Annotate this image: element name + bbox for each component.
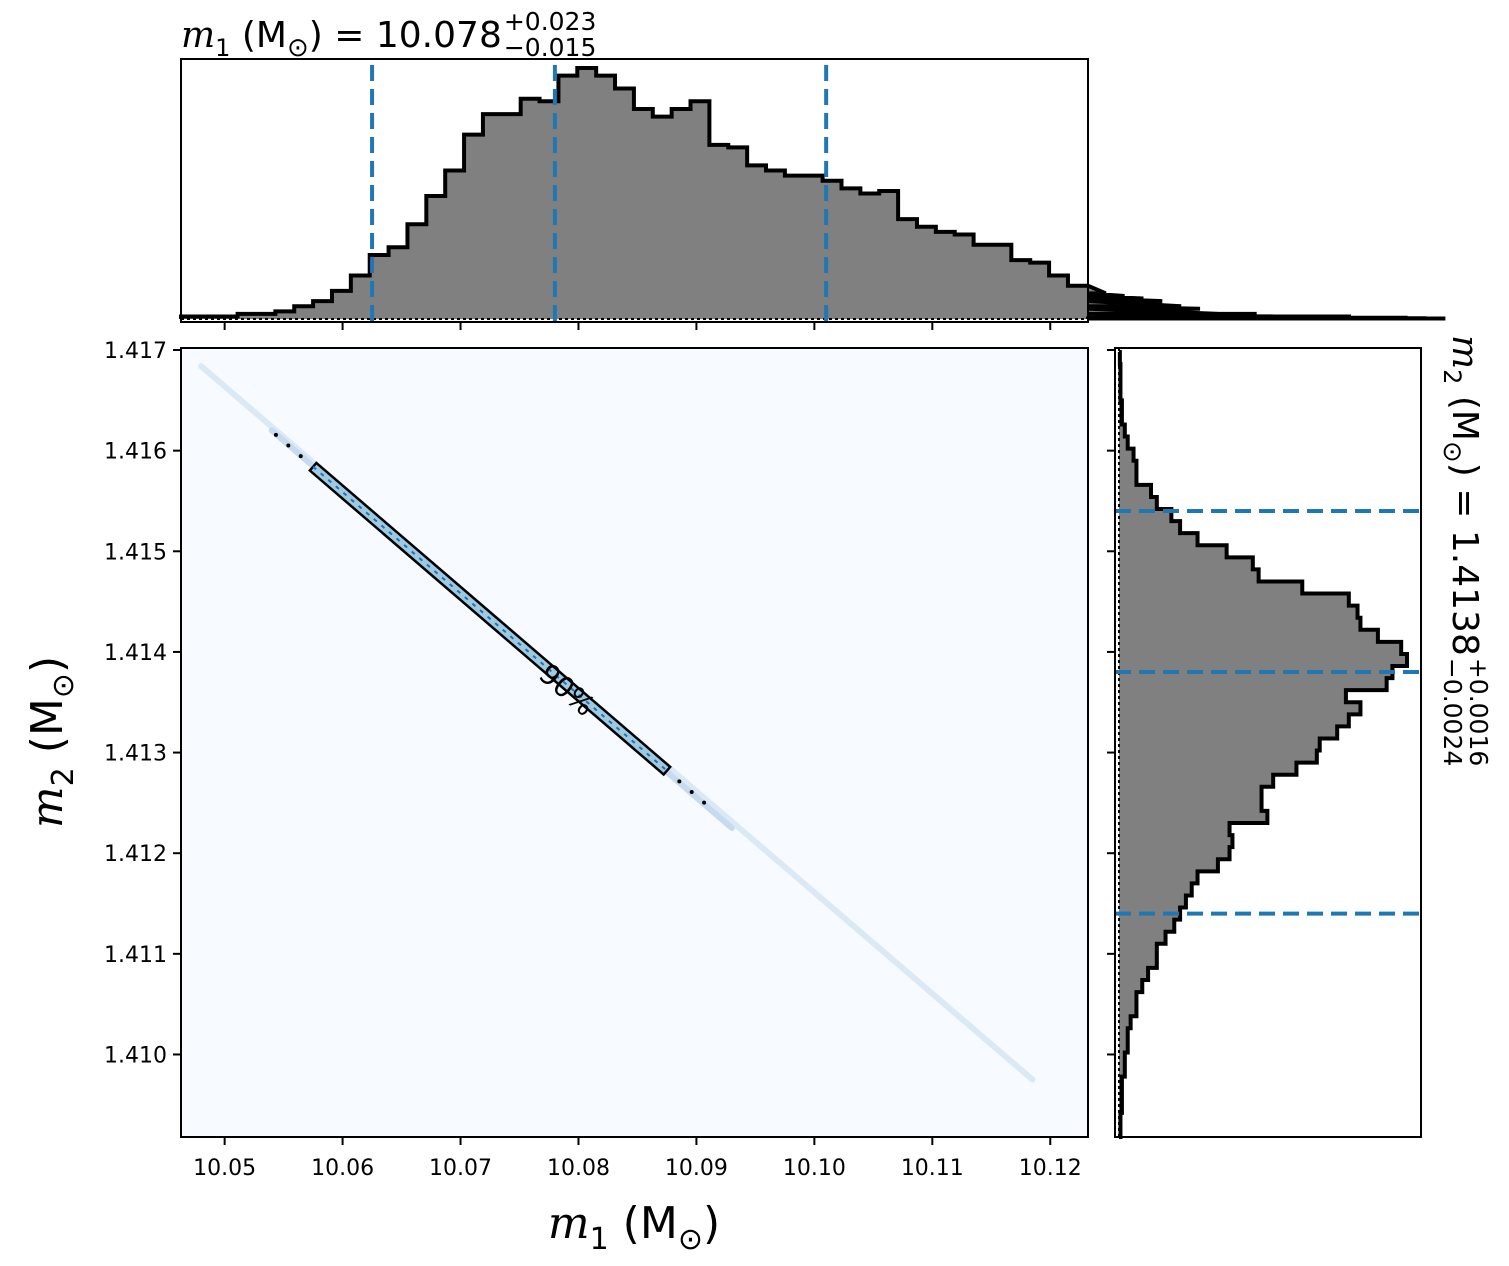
x-axis-label-unit-close: ) — [703, 1198, 720, 1249]
joint-ticks — [173, 349, 1052, 1145]
contour-end-dot-b-1 — [677, 779, 682, 784]
y-tick-label-3: 1.413 — [104, 742, 167, 767]
contour-core — [312, 465, 668, 772]
x-axis-label-sun: ⊙ — [678, 1222, 703, 1257]
x-tick-label-4: 10.09 — [665, 1156, 728, 1181]
x-axis-label-sub: 1 — [590, 1222, 609, 1257]
m1-lower-error: −0.015 — [504, 33, 597, 62]
x-tick-label-1: 10.06 — [311, 1156, 374, 1181]
y-axis-label-unit-open: (M — [22, 698, 73, 767]
m1-upper-error: +0.023 — [504, 7, 597, 36]
joint-tick-labels: 10.05 10.06 10.07 10.08 10.09 10.10 10.11 10.12… — [104, 339, 1082, 1181]
contour-end-dot-1 — [298, 454, 303, 459]
m2-title-sub: 2 — [1438, 369, 1466, 384]
m1-hist-outline — [179, 66, 1446, 321]
m1-marginal-ticks — [223, 322, 1052, 330]
x-tick-label-6: 10.11 — [901, 1156, 964, 1181]
m2-title-text: m2 (M⊙) = 1.4138 — [1437, 335, 1485, 656]
m2-hist-outline — [1117, 350, 1409, 1139]
x-axis-label-symbol: m — [548, 1198, 590, 1249]
joint-heatmap: 90% — [181, 348, 1088, 1137]
y-tick-label-5: 1.415 — [104, 540, 167, 565]
contour-end-dot-b-2 — [689, 789, 694, 794]
y-tick-label-1: 1.411 — [104, 943, 167, 968]
m1-title-unit-open: (M — [230, 15, 287, 56]
contour-end-dot-2 — [286, 443, 291, 448]
m2-marginal-frame — [1114, 347, 1422, 1138]
m2-lower-error: −0.0024 — [1438, 658, 1467, 766]
joint-frame — [180, 347, 1089, 1138]
m2-title-unit-open: (M — [1444, 384, 1485, 441]
m1-hist-fill — [181, 68, 1446, 319]
m2-title-sun: ⊙ — [1437, 441, 1467, 463]
x-tick-label-5: 10.10 — [783, 1156, 846, 1181]
x-axis-label-unit-open: (M — [609, 1198, 678, 1249]
y-axis-label: m2 (M⊙) — [22, 656, 81, 828]
y-axis-label-unit-close: ) — [22, 656, 73, 673]
y-tick-label-6: 1.416 — [104, 440, 167, 465]
m2-title-value: ) = 1.4138 — [1444, 463, 1485, 656]
m2-marginal-histogram — [1115, 348, 1421, 1139]
y-axis-label-sun: ⊙ — [46, 673, 81, 698]
m1-marginal-histogram — [179, 65, 1446, 322]
m2-title: m2 (M⊙) = 1.4138 +0.0016 −0.0024 — [1437, 335, 1493, 766]
y-tick-label-7: 1.417 — [104, 339, 167, 364]
contour-end-dot-b-3 — [702, 800, 707, 805]
m1-title-value: ) = 10.078 — [309, 15, 502, 56]
x-tick-label-3: 10.08 — [547, 1156, 610, 1181]
y-axis-label-symbol: m — [22, 786, 73, 828]
m1-title-sub: 1 — [215, 34, 230, 62]
m2-hist-fill — [1119, 352, 1407, 1137]
m1-title: m1 (M⊙) = 10.078 — [181, 15, 502, 63]
contour-end-dot-3 — [273, 432, 278, 437]
m2-marginal-ticks — [1107, 349, 1115, 1056]
x-axis-label: m1 (M⊙) — [548, 1198, 720, 1257]
y-tick-label-2: 1.412 — [104, 842, 167, 867]
m2-upper-error: +0.0016 — [1464, 658, 1493, 766]
m1-title-symbol: m — [181, 15, 215, 56]
m1-title-sun: ⊙ — [287, 33, 309, 63]
m2-title-symbol: m — [1444, 335, 1485, 369]
x-tick-label-7: 10.12 — [1019, 1156, 1082, 1181]
x-tick-label-2: 10.07 — [429, 1156, 492, 1181]
x-tick-label-0: 10.05 — [193, 1156, 256, 1181]
y-axis-label-sub: 2 — [46, 767, 81, 786]
y-tick-label-0: 1.410 — [104, 1043, 167, 1068]
y-tick-label-4: 1.414 — [104, 641, 167, 666]
m1-marginal-frame — [180, 58, 1089, 323]
